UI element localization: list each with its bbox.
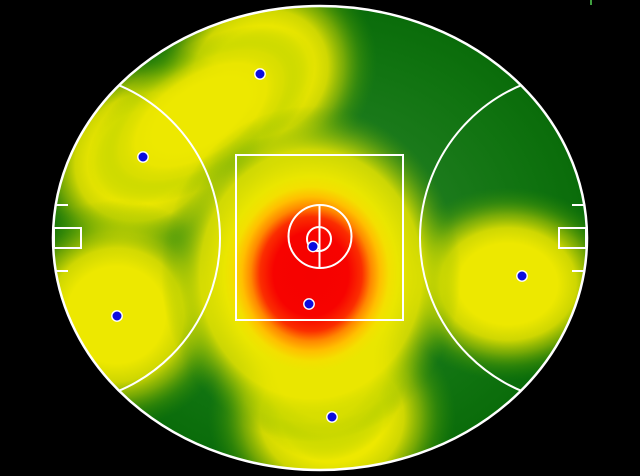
- markings: [51, 4, 589, 472]
- data-point-1: [254, 68, 266, 80]
- scatter-points: [111, 68, 528, 423]
- data-point-5: [303, 298, 315, 310]
- boundary-line: [51, 4, 589, 472]
- data-point-4: [307, 240, 319, 253]
- data-point-2: [137, 151, 149, 163]
- data-point-3: [111, 310, 123, 322]
- data-point-7: [516, 270, 528, 282]
- centre-square: [235, 154, 404, 321]
- data-point-6: [326, 411, 338, 423]
- centre-hotspot-heat: [161, 106, 461, 442]
